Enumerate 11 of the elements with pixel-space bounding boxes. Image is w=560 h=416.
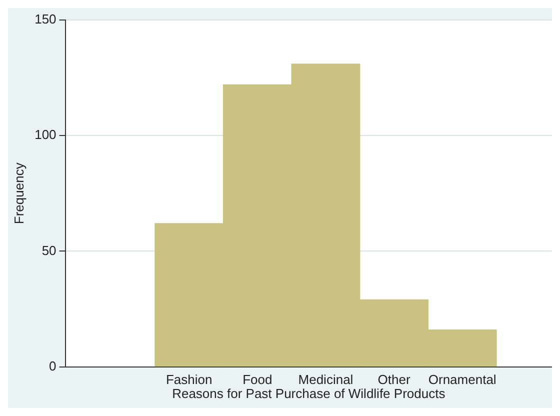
x-tick-label: Medicinal [298,372,354,388]
x-tick-label: Ornamental [428,372,496,388]
x-axis-title: Reasons for Past Purchase of Wildlife Products [172,386,446,401]
y-tick-label: 100 [34,127,56,142]
y-axis-title: Frequency [11,162,26,224]
y-tick-label: 50 [42,242,56,258]
x-tick-label: Fashion [166,372,212,388]
x-tick-label: Food [242,372,272,388]
x-tick-label: Other [378,372,411,388]
y-tick-label: 0 [49,358,56,374]
y-tick-label: 150 [34,12,56,27]
